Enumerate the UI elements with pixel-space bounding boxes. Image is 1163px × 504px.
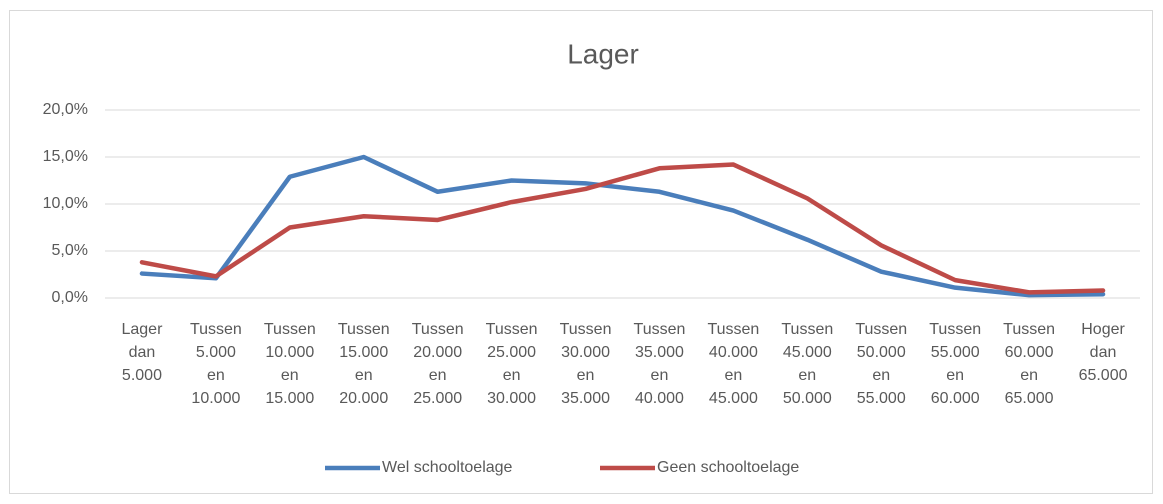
y-tick-label: 10,0% <box>43 195 88 212</box>
x-tick-label: Tussen 30.000 en 35.000 <box>559 321 612 407</box>
x-tick-label: Tussen 40.000 en 45.000 <box>707 321 760 407</box>
x-tick-label: Tussen 15.000 en 20.000 <box>337 321 390 407</box>
chart-border <box>9 10 1153 494</box>
x-tick-label: Tussen 25.000 en 30.000 <box>485 321 538 407</box>
x-tick-label: Lager dan 5.000 <box>121 321 163 384</box>
x-tick-label: Tussen 5.000 en 10.000 <box>189 321 242 407</box>
x-tick-label: Tussen 45.000 en 50.000 <box>781 321 834 407</box>
legend-label: Wel schooltoelage <box>382 459 513 476</box>
x-tick-label: Tussen 55.000 en 60.000 <box>929 321 982 407</box>
x-tick-label: Tussen 20.000 en 25.000 <box>411 321 464 407</box>
line-series <box>139 162 1106 295</box>
chart-title: Lager <box>567 38 639 69</box>
x-tick-label: Tussen 10.000 en 15.000 <box>263 321 316 407</box>
y-tick-label: 20,0% <box>43 101 88 118</box>
x-tick-label: Tussen 35.000 en 40.000 <box>633 321 686 407</box>
x-tick-label: Tussen 60.000 en 65.000 <box>1003 321 1056 407</box>
y-tick-label: 5,0% <box>52 242 88 259</box>
legend-label: Geen schooltoelage <box>657 459 799 476</box>
x-tick-label: Hoger dan 65.000 <box>1078 321 1128 384</box>
x-tick-label: Tussen 50.000 en 55.000 <box>855 321 908 407</box>
y-tick-label: 15,0% <box>43 148 88 165</box>
line-series <box>139 154 1106 298</box>
y-tick-label: 0,0% <box>52 289 88 306</box>
